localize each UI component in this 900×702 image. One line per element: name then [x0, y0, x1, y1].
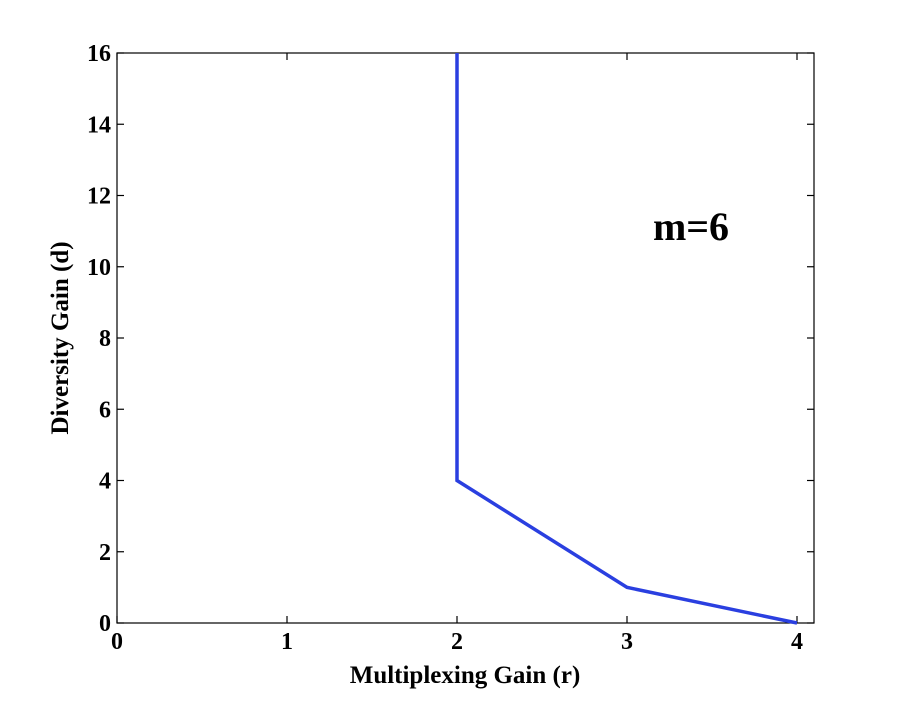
annotation-label: m=6 [653, 204, 729, 249]
series-layer [455, 53, 798, 625]
y-tick-label: 16 [87, 41, 111, 67]
y-axis-ticks: 0 2 4 6 8 10 12 14 16 [87, 41, 814, 637]
y-tick-label: 10 [87, 255, 111, 281]
x-axis-ticks: 0 1 2 3 4 [111, 53, 803, 655]
y-tick-label: 0 [99, 611, 111, 637]
x-tick-label: 3 [621, 629, 633, 655]
x-tick-label: 0 [111, 629, 123, 655]
y-tick-label: 6 [99, 397, 111, 423]
x-tick-label: 1 [281, 629, 293, 655]
plot-area [116, 52, 815, 624]
y-tick-label: 12 [87, 184, 111, 210]
y-axis-label: Diversity Gain (d) [47, 241, 74, 434]
x-tick-label: 2 [451, 629, 463, 655]
y-tick-label: 2 [99, 540, 111, 566]
x-tick-label: 4 [791, 629, 803, 655]
y-tick-label: 8 [99, 326, 111, 352]
y-tick-label: 14 [87, 112, 111, 138]
x-axis-label: Multiplexing Gain (r) [350, 662, 581, 689]
series-line [455, 53, 798, 625]
y-tick-label: 4 [99, 469, 111, 495]
